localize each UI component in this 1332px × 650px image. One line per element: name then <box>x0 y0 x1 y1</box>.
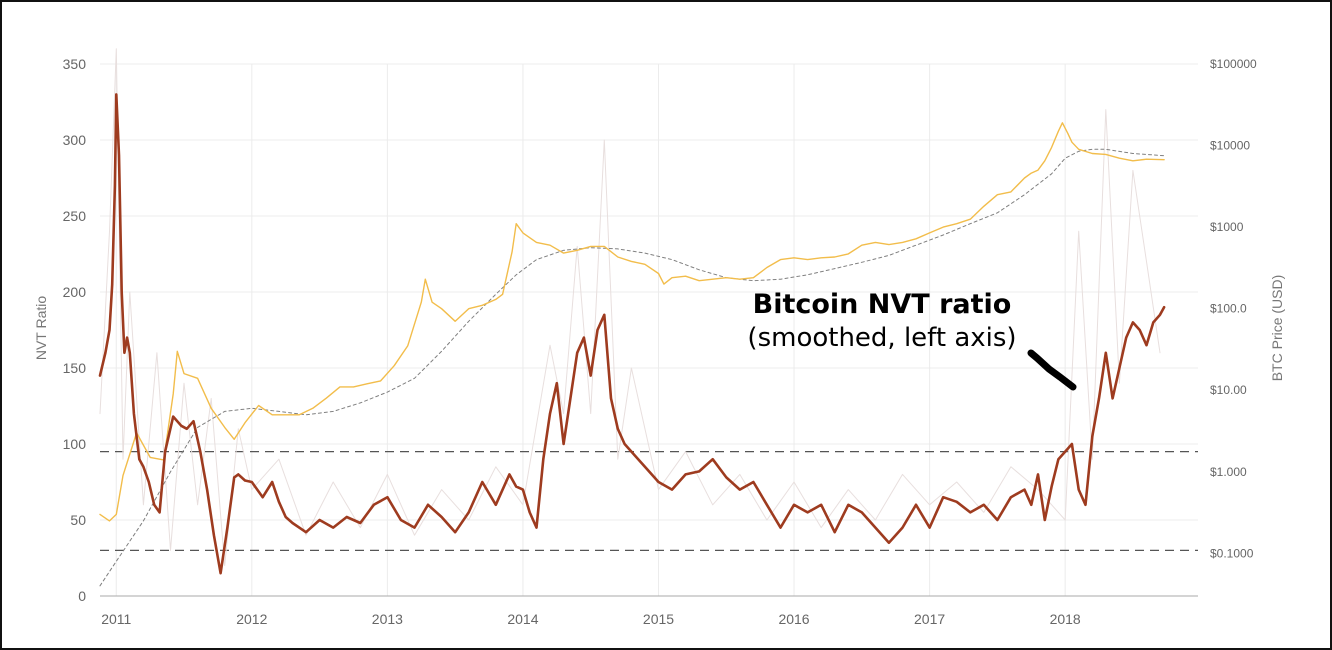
y-left-tick-label: 0 <box>78 588 86 604</box>
y-left-tick-label: 100 <box>63 436 87 452</box>
grid <box>100 63 1198 597</box>
reference-lines <box>100 451 1198 552</box>
y-left-tick-label: 150 <box>63 360 87 376</box>
y-left-tick-label: 350 <box>63 56 87 72</box>
x-tick-label: 2015 <box>643 611 674 627</box>
y-right-tick-label: $1.000 <box>1210 465 1247 479</box>
series-line-1 <box>99 122 1165 522</box>
y-right-tick-label: $100000 <box>1210 57 1257 71</box>
x-tick-label: 2018 <box>1050 611 1081 627</box>
x-tick-label: 2013 <box>372 611 403 627</box>
y-right-tick-label: $10.00 <box>1210 383 1247 397</box>
x-tick-label: 2011 <box>101 611 131 627</box>
y-left-tick-label: 200 <box>63 284 87 300</box>
y-left-tick-label: 50 <box>70 512 86 528</box>
y-left-tick-label: 300 <box>63 132 87 148</box>
x-tick-label: 2014 <box>507 611 538 627</box>
axes: 0 50 100 150 200 250 300 350 2011 2012 2013 2014 201… <box>63 56 1257 627</box>
series-line-0 <box>98 93 1166 575</box>
y-right-tick-label: $0.1000 <box>1210 546 1254 560</box>
annotation-subtitle: (smoothed, left axis) <box>747 323 1016 353</box>
y-axis-left-title: NVT Ratio <box>33 296 49 361</box>
y-left-tick-label: 250 <box>63 208 87 224</box>
series-line-3 <box>99 48 1161 567</box>
y-right-tick-label: $1000 <box>1210 220 1244 234</box>
y-right-tick-label: $10000 <box>1210 139 1250 153</box>
annotation: Bitcoin NVT ratio (smoothed, left axis) <box>747 289 1077 391</box>
series-line-2 <box>99 148 1165 587</box>
annotation-title: Bitcoin NVT ratio <box>753 289 1012 320</box>
y-right-tick-label: $100.0 <box>1210 302 1247 316</box>
x-tick-label: 2012 <box>236 611 267 627</box>
annotation-arrow <box>1027 349 1077 391</box>
series <box>98 48 1166 587</box>
y-axis-right-title: BTC Price (USD) <box>1269 275 1285 382</box>
x-tick-label: 2016 <box>778 611 809 627</box>
x-tick-label: 2017 <box>914 611 945 627</box>
